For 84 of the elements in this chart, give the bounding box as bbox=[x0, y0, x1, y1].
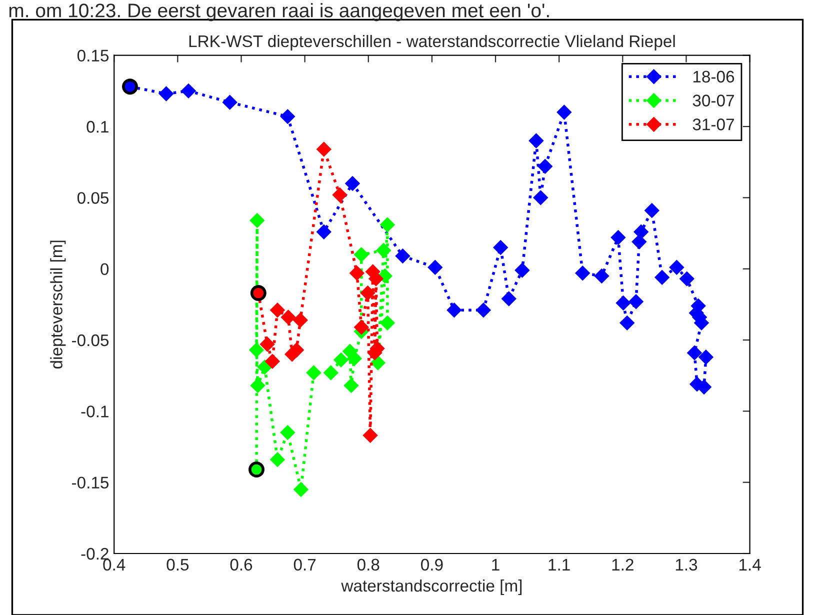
point bbox=[533, 190, 548, 206]
point bbox=[476, 302, 491, 318]
legend-label: 30-07 bbox=[692, 94, 734, 106]
x-axis-title: waterstandscorrectie [m] bbox=[341, 579, 522, 595]
point bbox=[528, 133, 544, 148]
point bbox=[654, 270, 670, 285]
y-tick-label: -0.1 bbox=[81, 406, 108, 418]
legend-label: 31-07 bbox=[692, 118, 734, 130]
point bbox=[616, 296, 631, 310]
point bbox=[249, 342, 264, 358]
point bbox=[250, 378, 266, 393]
point bbox=[344, 378, 359, 393]
x-tick-label: 1.1 bbox=[548, 558, 570, 570]
y-axis-title: diepteverschil [m] bbox=[50, 240, 66, 369]
point bbox=[376, 242, 392, 258]
point bbox=[181, 84, 196, 98]
point bbox=[669, 260, 684, 275]
x-tick-label: 1 bbox=[492, 558, 500, 570]
point bbox=[292, 312, 308, 328]
y-tick-label: 0.15 bbox=[77, 50, 109, 62]
x-tick-label: 1.3 bbox=[676, 558, 698, 571]
y-tick-label: 0.1 bbox=[86, 120, 108, 133]
point bbox=[362, 428, 378, 443]
y-tick-label: -0.05 bbox=[72, 334, 109, 346]
point bbox=[538, 158, 552, 174]
point bbox=[620, 316, 635, 330]
point bbox=[306, 365, 322, 380]
point bbox=[347, 351, 362, 366]
point bbox=[428, 260, 443, 275]
x-tick-label: 0.8 bbox=[357, 558, 380, 571]
x-tick-label: 0.5 bbox=[166, 558, 189, 571]
x-tick-label: 0.7 bbox=[294, 558, 316, 571]
point bbox=[289, 342, 304, 358]
point bbox=[354, 247, 369, 262]
point bbox=[634, 224, 648, 240]
point bbox=[687, 345, 702, 360]
point bbox=[260, 336, 275, 352]
y-tick-label: 0.05 bbox=[77, 192, 109, 204]
point bbox=[250, 213, 265, 228]
point bbox=[575, 266, 590, 281]
point bbox=[280, 109, 296, 124]
x-tick-label: 0.9 bbox=[421, 558, 443, 571]
x-tick-label: 0.4 bbox=[103, 558, 126, 571]
point bbox=[556, 104, 572, 120]
point bbox=[395, 248, 410, 264]
point bbox=[380, 316, 395, 330]
point bbox=[316, 224, 332, 240]
point bbox=[501, 291, 516, 306]
chart-title: LRK-WST diepteverschillen - waterstandscorrectie Vlieland Riepel bbox=[189, 34, 675, 50]
point bbox=[514, 262, 530, 278]
point bbox=[294, 482, 308, 497]
point bbox=[493, 240, 508, 255]
point bbox=[354, 320, 369, 335]
point bbox=[350, 266, 364, 281]
y-tick-label: 0 bbox=[100, 263, 109, 276]
y-tick-label: -0.2 bbox=[81, 548, 108, 560]
y-tick-label: -0.15 bbox=[72, 476, 109, 489]
point bbox=[698, 350, 714, 364]
point bbox=[334, 352, 348, 368]
point bbox=[360, 286, 376, 300]
point bbox=[323, 365, 338, 380]
point bbox=[332, 187, 348, 202]
x-tick-label: 1.4 bbox=[739, 558, 761, 570]
point bbox=[632, 234, 647, 250]
point bbox=[270, 302, 285, 318]
legend-label: 18-06 bbox=[693, 70, 734, 83]
point bbox=[316, 142, 332, 157]
point bbox=[280, 425, 296, 440]
point bbox=[594, 268, 610, 284]
point bbox=[679, 271, 694, 286]
point bbox=[264, 354, 280, 369]
text: m. om 10:23. De eerst gevaren raai is aangegeven met een 'o'. bbox=[9, 3, 549, 22]
point bbox=[270, 452, 285, 467]
point bbox=[628, 294, 644, 309]
point bbox=[610, 230, 626, 245]
x-tick-label: 1.2 bbox=[612, 558, 634, 570]
point bbox=[280, 310, 296, 325]
point bbox=[345, 176, 360, 191]
point bbox=[380, 217, 395, 232]
point bbox=[158, 86, 174, 102]
x-tick-label: 0.6 bbox=[230, 558, 252, 571]
point bbox=[446, 302, 462, 318]
point bbox=[644, 203, 660, 218]
point bbox=[222, 94, 238, 110]
